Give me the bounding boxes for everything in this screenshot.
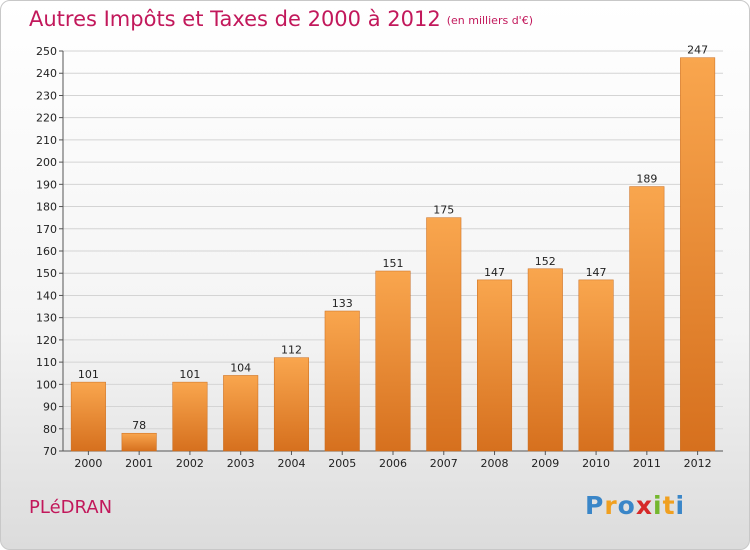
data-label: 189 bbox=[636, 173, 657, 186]
y-tick-label: 240 bbox=[36, 67, 57, 80]
x-tick-label: 2004 bbox=[277, 457, 305, 470]
x-tick-label: 2006 bbox=[379, 457, 407, 470]
x-tick-label: 2007 bbox=[430, 457, 458, 470]
x-tick-label: 2009 bbox=[531, 457, 559, 470]
y-tick-label: 70 bbox=[43, 445, 57, 458]
y-tick-label: 210 bbox=[36, 134, 57, 147]
bar bbox=[680, 57, 716, 452]
y-tick-label: 250 bbox=[36, 45, 57, 58]
bar bbox=[172, 381, 208, 452]
data-label: 147 bbox=[484, 266, 505, 279]
x-tick-label: 2002 bbox=[176, 457, 204, 470]
data-label: 147 bbox=[586, 266, 607, 279]
chart-title: Autres Impôts et Taxes de 2000 à 2012 (en… bbox=[29, 7, 533, 31]
x-tick-label: 2010 bbox=[582, 457, 610, 470]
data-label: 101 bbox=[78, 368, 99, 381]
x-tick-label: 2000 bbox=[74, 457, 102, 470]
y-tick-label: 80 bbox=[43, 423, 57, 436]
y-tick-label: 130 bbox=[36, 312, 57, 325]
data-label: 104 bbox=[230, 361, 251, 374]
bar bbox=[70, 381, 106, 452]
brand-letter: i bbox=[653, 491, 663, 520]
brand-letter: i bbox=[675, 491, 686, 520]
x-tick-label: 2012 bbox=[684, 457, 712, 470]
chart-title-text: Autres Impôts et Taxes de 2000 à 2012 bbox=[29, 7, 441, 31]
y-tick-label: 160 bbox=[36, 245, 57, 258]
data-label: 247 bbox=[687, 44, 708, 57]
data-label: 101 bbox=[179, 368, 200, 381]
y-tick-label: 220 bbox=[36, 112, 57, 125]
place-name: PLéDRAN bbox=[29, 497, 113, 518]
y-tick-label: 100 bbox=[36, 378, 57, 391]
data-label: 112 bbox=[281, 344, 302, 357]
y-tick-label: 140 bbox=[36, 289, 57, 302]
brand-letter: t bbox=[662, 491, 676, 520]
y-tick-label: 110 bbox=[36, 356, 57, 369]
x-tick-label: 2008 bbox=[481, 457, 509, 470]
bar bbox=[527, 268, 563, 452]
data-label: 133 bbox=[332, 297, 353, 310]
brand-letter: x bbox=[635, 491, 653, 520]
bar bbox=[426, 217, 462, 452]
y-tick-label: 230 bbox=[36, 89, 57, 102]
y-tick-label: 170 bbox=[36, 223, 57, 236]
y-tick-label: 120 bbox=[36, 334, 57, 347]
data-label: 152 bbox=[535, 255, 556, 268]
brand-letter: o bbox=[617, 491, 636, 520]
data-labels: 101 78 101 104 112 133 151 175 147 152 147 189 247 bbox=[78, 44, 708, 433]
x-tick-label: 2001 bbox=[125, 457, 153, 470]
y-tick-label: 90 bbox=[43, 401, 57, 414]
y-tick-labels: 70 80 90 100 110 120 130 140 150 160 170 180 190 200 2… bbox=[36, 45, 57, 458]
brand-letter: r bbox=[604, 491, 618, 520]
y-tick-label: 190 bbox=[36, 178, 57, 191]
bar bbox=[121, 432, 157, 452]
bars bbox=[70, 57, 716, 452]
x-tick-labels: 2000 2001 2002 2003 2004 2005 2006 2007 2008 2009… bbox=[74, 451, 712, 470]
x-tick-label: 2005 bbox=[328, 457, 356, 470]
data-label: 175 bbox=[433, 204, 454, 217]
x-tick-label: 2011 bbox=[633, 457, 661, 470]
bar bbox=[273, 357, 309, 452]
brand-logo: Proxiti bbox=[585, 491, 685, 520]
chart-subtitle: (en milliers d'€) bbox=[446, 14, 533, 27]
bar bbox=[578, 279, 614, 452]
y-tick-label: 200 bbox=[36, 156, 57, 169]
y-tick-label: 150 bbox=[36, 267, 57, 280]
data-label: 151 bbox=[383, 257, 404, 270]
bar bbox=[375, 270, 411, 452]
bar bbox=[223, 375, 259, 452]
bar bbox=[629, 186, 665, 452]
data-label: 78 bbox=[132, 419, 146, 432]
bar bbox=[324, 310, 360, 452]
brand-letter: P bbox=[585, 491, 605, 520]
bar bbox=[477, 279, 513, 452]
y-tick-label: 180 bbox=[36, 201, 57, 214]
x-tick-label: 2003 bbox=[227, 457, 255, 470]
